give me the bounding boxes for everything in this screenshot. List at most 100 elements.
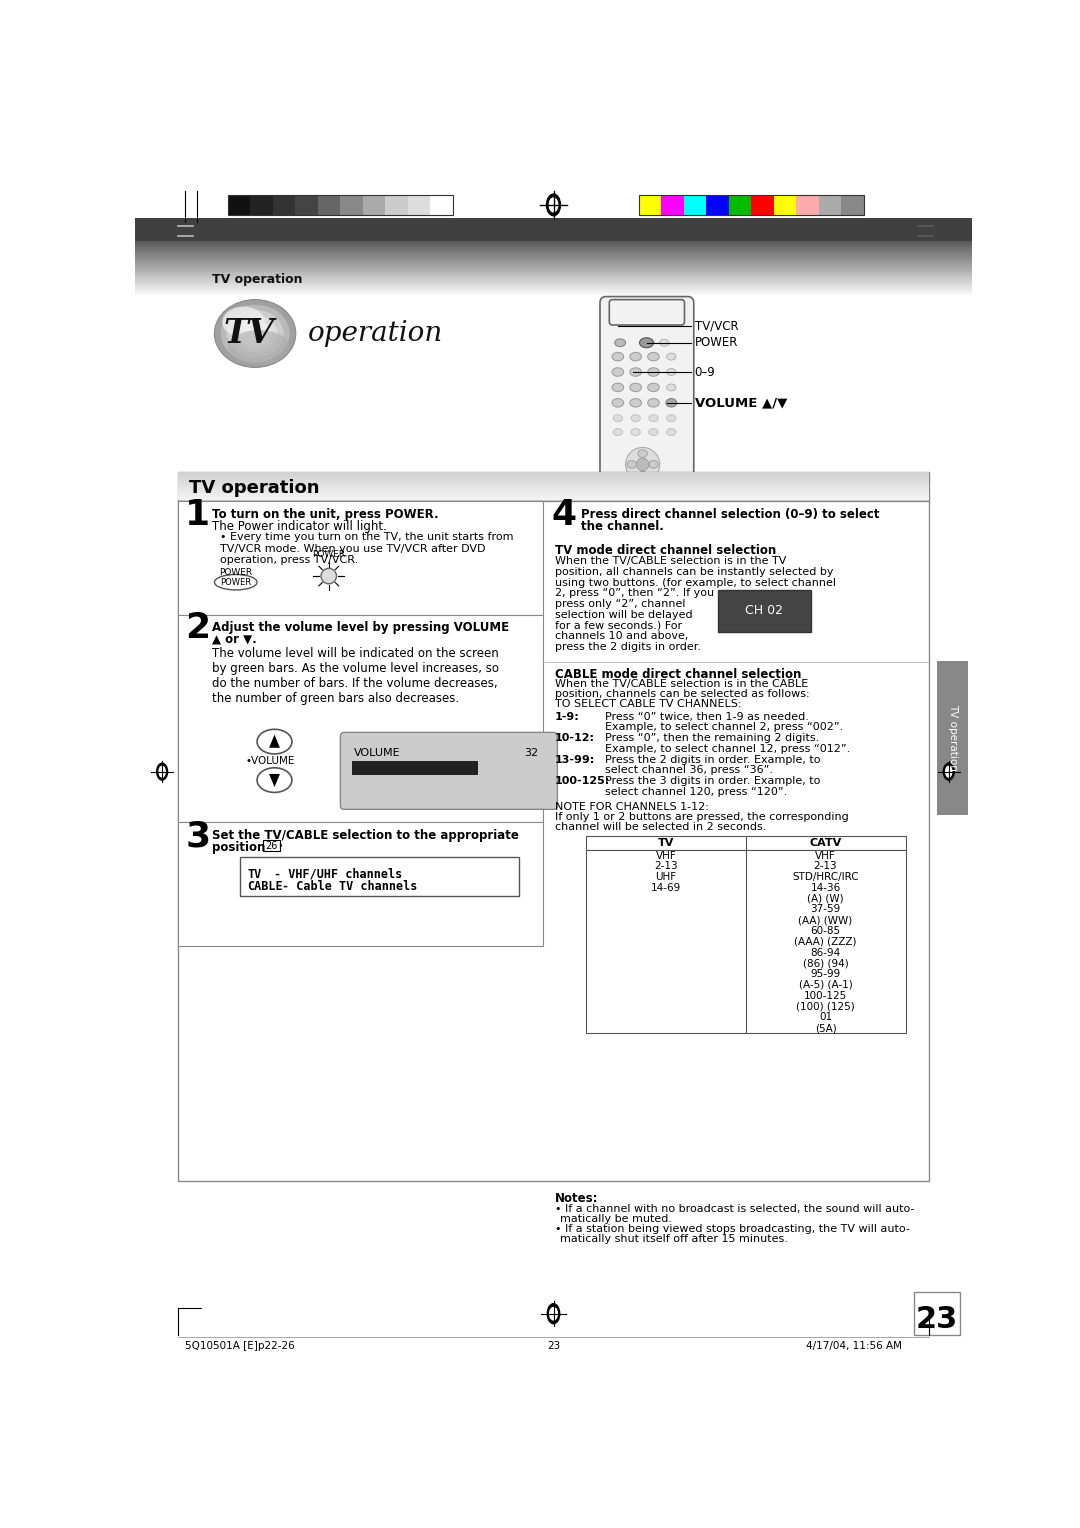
Text: ▲ or ▼.: ▲ or ▼. — [213, 633, 257, 646]
Bar — [177, 474, 930, 475]
Text: 5Q10501A [E]p22-26: 5Q10501A [E]p22-26 — [186, 1342, 295, 1351]
Text: 23: 23 — [916, 1305, 958, 1334]
Text: TV operation: TV operation — [189, 478, 320, 497]
Text: matically be muted.: matically be muted. — [561, 1213, 673, 1224]
Ellipse shape — [627, 524, 638, 532]
Ellipse shape — [613, 429, 622, 435]
Text: - Cable TV channels: - Cable TV channels — [282, 880, 418, 894]
Ellipse shape — [610, 558, 621, 564]
Text: Set the TV/CABLE selection to the appropriate: Set the TV/CABLE selection to the approp… — [213, 828, 519, 842]
Text: using two buttons. (for example, to select channel: using two buttons. (for example, to sele… — [555, 578, 836, 588]
Bar — [240, 857, 518, 895]
Text: 3: 3 — [186, 819, 211, 853]
Circle shape — [636, 458, 649, 471]
Text: The volume level will be indicated on the screen
by green bars. As the volume le: The volume level will be indicated on th… — [213, 646, 499, 704]
Ellipse shape — [233, 315, 278, 351]
Bar — [937, 660, 968, 814]
Bar — [177, 478, 930, 480]
Text: (AA) (WW): (AA) (WW) — [798, 915, 852, 926]
Text: 14-36: 14-36 — [810, 883, 840, 892]
Bar — [177, 481, 930, 483]
Ellipse shape — [630, 384, 642, 391]
Ellipse shape — [661, 558, 672, 564]
Ellipse shape — [646, 487, 663, 500]
Text: 10-12:: 10-12: — [555, 733, 595, 743]
Text: (A) (W): (A) (W) — [807, 894, 843, 903]
Ellipse shape — [666, 414, 676, 422]
Text: POWER: POWER — [219, 568, 253, 578]
Bar — [610, 523, 684, 568]
Text: select channel 36, press “36”.: select channel 36, press “36”. — [606, 766, 773, 776]
Text: UHF: UHF — [656, 872, 676, 882]
Ellipse shape — [638, 471, 647, 480]
Ellipse shape — [157, 762, 167, 781]
Bar — [177, 483, 930, 484]
Bar — [684, 196, 706, 215]
Text: press only “2”, channel: press only “2”, channel — [555, 599, 686, 610]
Text: CH 02: CH 02 — [745, 604, 783, 617]
Ellipse shape — [660, 339, 669, 347]
Ellipse shape — [610, 536, 621, 542]
Bar — [177, 486, 930, 487]
Polygon shape — [269, 775, 280, 787]
Ellipse shape — [550, 1308, 557, 1320]
Ellipse shape — [220, 304, 289, 362]
Bar — [386, 196, 408, 215]
Ellipse shape — [612, 368, 623, 376]
Bar — [228, 196, 251, 215]
Ellipse shape — [239, 319, 271, 347]
Bar — [729, 196, 751, 215]
Bar — [819, 196, 841, 215]
Bar — [706, 196, 729, 215]
Text: POWER: POWER — [694, 336, 738, 350]
Ellipse shape — [666, 368, 676, 376]
Bar — [177, 495, 930, 497]
Text: 13-99:: 13-99: — [555, 755, 595, 764]
Ellipse shape — [630, 399, 642, 406]
Ellipse shape — [227, 310, 284, 358]
Bar — [177, 490, 930, 492]
Text: Adjust the volume level by pressing VOLUME: Adjust the volume level by pressing VOLU… — [213, 620, 510, 634]
Bar — [796, 196, 819, 215]
Polygon shape — [269, 735, 280, 747]
Bar — [177, 477, 930, 478]
Ellipse shape — [648, 368, 659, 376]
Text: (A-5) (A-1): (A-5) (A-1) — [798, 979, 852, 990]
Bar — [177, 487, 930, 489]
Text: 2-13: 2-13 — [813, 862, 837, 871]
Text: TV operation: TV operation — [947, 704, 958, 772]
Bar — [177, 489, 930, 490]
Bar — [177, 494, 930, 495]
Ellipse shape — [613, 414, 622, 422]
Text: POWER: POWER — [312, 550, 346, 559]
Ellipse shape — [649, 429, 658, 435]
Bar — [177, 480, 930, 481]
Bar — [773, 196, 796, 215]
Ellipse shape — [638, 449, 647, 457]
Text: CABLE mode direct channel selection: CABLE mode direct channel selection — [555, 668, 801, 681]
Text: Example, to select channel 12, press “012”.: Example, to select channel 12, press “01… — [606, 744, 851, 753]
Ellipse shape — [612, 353, 623, 361]
Text: matically shut itself off after 15 minutes.: matically shut itself off after 15 minut… — [561, 1233, 788, 1244]
Bar — [718, 590, 811, 633]
Ellipse shape — [548, 1303, 559, 1323]
Text: channel will be selected in 2 seconds.: channel will be selected in 2 seconds. — [555, 822, 767, 831]
Polygon shape — [280, 842, 282, 848]
Text: Press the 2 digits in order. Example, to: Press the 2 digits in order. Example, to — [606, 755, 821, 764]
Bar — [262, 840, 280, 851]
Bar — [318, 196, 340, 215]
Ellipse shape — [612, 399, 623, 406]
Bar — [430, 196, 453, 215]
Bar — [661, 196, 684, 215]
Ellipse shape — [630, 368, 642, 376]
Ellipse shape — [661, 524, 672, 532]
Circle shape — [625, 448, 660, 481]
Text: Press “0”, then the remaining 2 digits.: Press “0”, then the remaining 2 digits. — [606, 733, 820, 743]
Text: Press direct channel selection (0–9) to select: Press direct channel selection (0–9) to … — [581, 507, 879, 521]
Text: (100) (125): (100) (125) — [796, 1001, 855, 1012]
Text: STD/HRC/IRC: STD/HRC/IRC — [793, 872, 859, 882]
Bar — [638, 196, 864, 215]
Ellipse shape — [648, 353, 659, 361]
Bar — [914, 1293, 960, 1334]
Text: TV/VCR: TV/VCR — [694, 319, 738, 332]
